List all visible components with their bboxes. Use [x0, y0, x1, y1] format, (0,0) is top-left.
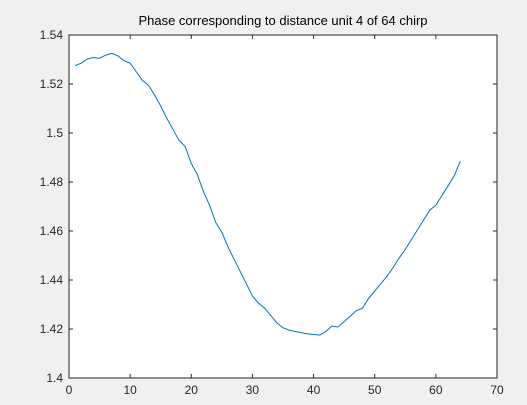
y-tick-label: 1.48	[40, 175, 64, 189]
axes-box	[68, 34, 498, 379]
x-tick-label: 40	[307, 383, 321, 397]
x-tick-label: 60	[429, 383, 443, 397]
axes-background	[69, 35, 497, 378]
y-tick-label: 1.54	[40, 28, 64, 42]
x-tick-label: 0	[66, 383, 73, 397]
y-tick-label: 1.5	[46, 126, 63, 140]
y-tick-label: 1.52	[40, 77, 64, 91]
x-tick-label: 10	[123, 383, 137, 397]
y-tick-label: 1.46	[40, 224, 64, 238]
series-line	[74, 52, 461, 336]
x-tick-label: 70	[490, 383, 504, 397]
y-tick-label: 1.42	[40, 322, 64, 336]
chart-title: Phase corresponding to distance unit 4 o…	[138, 13, 427, 28]
y-axis: 1.4 1.42 1.44 1.46 1.48 1.5 1.52 1.54	[40, 28, 497, 385]
y-tick-label: 1.4	[46, 371, 63, 385]
x-axis: 0 10 20 30 40 50 60 70	[66, 35, 504, 397]
y-tick-label: 1.44	[40, 273, 64, 287]
x-tick-label: 50	[368, 383, 382, 397]
x-tick-label: 30	[246, 383, 260, 397]
x-tick-label: 20	[185, 383, 199, 397]
